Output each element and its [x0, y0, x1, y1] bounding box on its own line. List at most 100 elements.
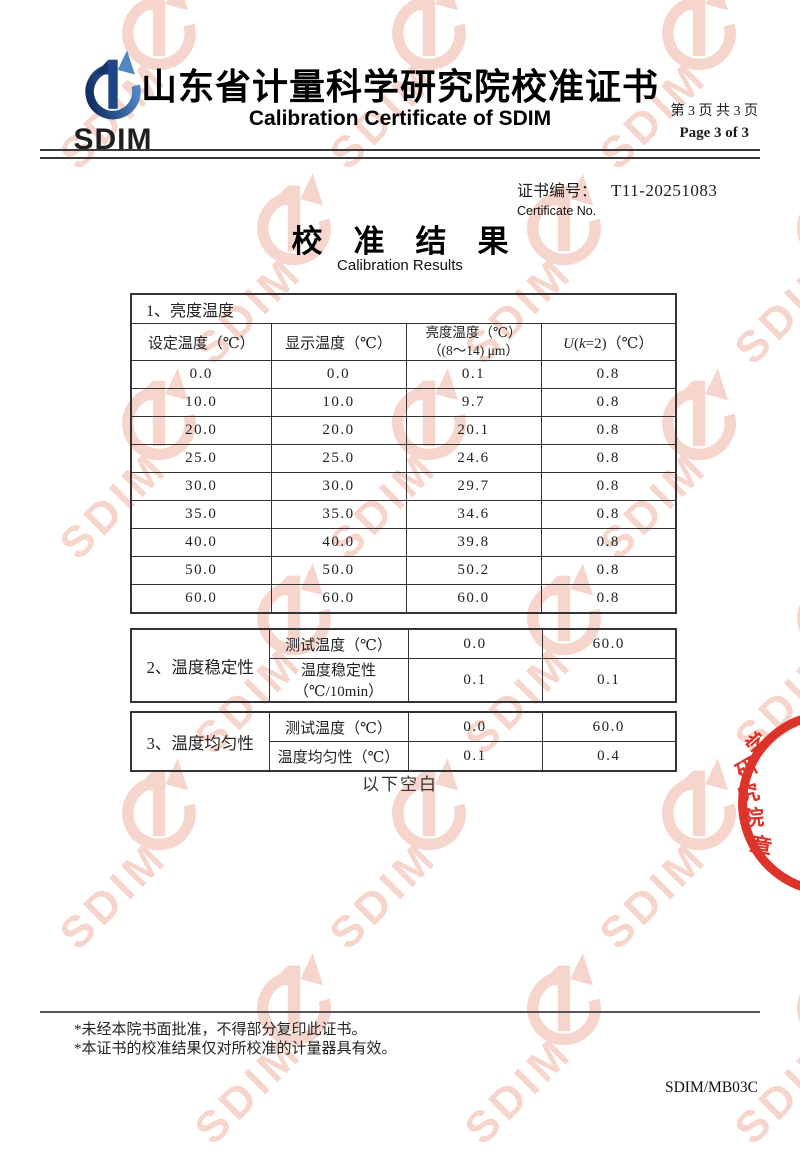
page-info-cn: 第 3 页 共 3 页 — [670, 104, 759, 119]
table-row: 2、温度稳定性 测试温度（℃） 0.0 60.0 — [130, 628, 677, 703]
table2-value: 60.0 — [541, 628, 677, 659]
table3-label: 3、温度均匀性 — [130, 711, 270, 772]
footnote-1: *未经本院书面批准，不得部分复印此证书。 — [74, 1022, 367, 1038]
table-cell: 40.0 — [270, 528, 407, 557]
table-cell: 50.2 — [405, 556, 542, 585]
certificate-number-value: T11-20251083 — [611, 181, 718, 200]
footnotes: *未经本院书面批准，不得部分复印此证书。 *本证书的校准结果仅对所校准的计量器具… — [74, 1021, 397, 1059]
uncertainty-u: U — [563, 335, 574, 352]
header-divider — [40, 149, 760, 159]
table-cell: 0.1 — [405, 360, 542, 389]
certificate-number-label-en: Certificate No. — [517, 204, 597, 218]
table-cell: 0.8 — [540, 472, 677, 501]
table-cell: 20.0 — [270, 416, 407, 445]
table-row: 30.0 30.0 29.7 0.8 — [130, 472, 677, 501]
table2-param-2: 温度稳定性（℃/10min） — [268, 658, 409, 703]
table-cell: 0.0 — [270, 360, 407, 389]
table-cell: 50.0 — [130, 556, 272, 585]
table-cell: 35.0 — [270, 500, 407, 529]
table-cell: 50.0 — [270, 556, 407, 585]
table-row: 0.0 0.0 0.1 0.8 — [130, 360, 677, 389]
table-cell: 60.0 — [270, 584, 407, 614]
table-cell: 10.0 — [130, 388, 272, 417]
col-header-display-temp: 显示温度（℃） — [270, 323, 407, 361]
page-title-cn: 山东省计量科学研究院校准证书 — [140, 67, 659, 107]
table-row: 40.0 40.0 39.8 0.8 — [130, 528, 677, 557]
table-header-row: 设定温度（℃） 显示温度（℃） 亮度温度（℃） （(8～14) μm） U(k=… — [130, 323, 677, 361]
table-cell: 39.8 — [405, 528, 542, 557]
certificate-number-label-cn: 证书编号： — [517, 183, 598, 200]
col-header-set-temp: 设定温度（℃） — [130, 323, 272, 361]
table-cell: 34.6 — [405, 500, 542, 529]
page-info-en: Page 3 of 3 — [679, 125, 750, 141]
sdim-logo-icon — [85, 50, 141, 120]
uncertainty-rest: =2)（℃） — [585, 335, 654, 352]
temperature-stability-table: 2、温度稳定性 测试温度（℃） 0.0 60.0 温度稳定性（℃/10min） … — [130, 628, 677, 703]
table-cell: 0.8 — [540, 500, 677, 529]
table3-value: 0.4 — [541, 741, 677, 772]
col-header-brightness-temp: 亮度温度（℃） （(8～14) μm） — [405, 323, 542, 361]
page-info: 第 3 页 共 3 页 Page 3 of 3 — [671, 101, 759, 145]
table-cell: 60.0 — [405, 584, 542, 614]
temperature-uniformity-table: 3、温度均匀性 测试温度（℃） 0.0 60.0 温度均匀性（℃） 0.1 0.… — [130, 711, 677, 772]
table-row: 10.0 10.0 9.7 0.8 — [130, 388, 677, 417]
table-cell: 0.8 — [540, 556, 677, 585]
uncertainty-k: k — [578, 335, 586, 352]
col-header-uncertainty: U(k=2)（℃） — [540, 323, 677, 361]
table-row: 温度稳定性（℃/10min） 0.1 0.1 — [131, 658, 677, 703]
table-row: 25.0 25.0 24.6 0.8 — [130, 444, 677, 473]
table-cell: 25.0 — [130, 444, 272, 473]
table-cell: 60.0 — [130, 584, 272, 614]
footnote-2: *本证书的校准结果仅对所校准的计量器具有效。 — [74, 1040, 397, 1057]
table-cell: 0.8 — [540, 388, 677, 417]
table-row: 60.0 60.0 60.0 0.8 — [130, 584, 677, 614]
table-cell: 35.0 — [130, 500, 272, 529]
table3-value: 0.1 — [407, 741, 543, 772]
table-cell: 30.0 — [270, 472, 407, 501]
col-header-brightness-line1: 亮度温度（℃） — [425, 325, 522, 341]
table-cell: 24.6 — [405, 444, 542, 473]
table-cell: 9.7 — [405, 388, 542, 417]
table-cell: 0.8 — [540, 444, 677, 473]
official-seal: 学 研 究 院 章 — [722, 698, 800, 898]
table3-param-2: 温度均匀性（℃） — [268, 741, 409, 772]
table-cell: 0.0 — [130, 360, 272, 389]
table2-value: 0.1 — [407, 658, 543, 703]
brightness-temperature-table: 1、亮度温度 设定温度（℃） 显示温度（℃） 亮度温度（℃） （(8～14) μ… — [130, 293, 678, 614]
table-row: 35.0 35.0 34.6 0.8 — [130, 500, 677, 529]
uncertainty-paren: ( — [573, 335, 579, 352]
results-title-cn: 校 准 结 果 — [291, 224, 509, 259]
table-cell: 40.0 — [130, 528, 272, 557]
table-cell: 25.0 — [270, 444, 407, 473]
table-cell: 29.7 — [405, 472, 542, 501]
table1-caption: 1、亮度温度 — [130, 293, 677, 324]
document-code: SDIM/MB03C — [664, 1079, 758, 1096]
table3-param-1: 测试温度（℃） — [268, 711, 409, 742]
blank-below-note: 以下空白 — [362, 775, 438, 794]
table2-label: 2、温度稳定性 — [130, 628, 270, 703]
table-cell: 20.0 — [130, 416, 272, 445]
table2-value: 0.0 — [407, 628, 543, 659]
table-cell: 20.1 — [405, 416, 542, 445]
page-title-en: Calibration Certificate of SDIM — [248, 107, 552, 130]
certificate-number-line: 证书编号： T11-20251083 — [517, 177, 717, 201]
table-caption-row: 1、亮度温度 — [130, 293, 677, 324]
table-row: 20.0 20.0 20.1 0.8 — [130, 416, 677, 445]
table2-param-1: 测试温度（℃） — [268, 628, 409, 659]
table-cell: 0.8 — [540, 416, 677, 445]
col-header-brightness-line2: （(8～14) μm） — [428, 343, 519, 358]
brightness-table-body: 0.0 0.0 0.1 0.8 10.0 10.0 9.7 0.8 20.0 20.0 20.1 0.… — [130, 360, 677, 614]
table-row: 50.0 50.0 50.2 0.8 — [130, 556, 677, 585]
table-cell: 0.8 — [540, 360, 677, 389]
table3-value: 60.0 — [541, 711, 677, 742]
table-cell: 0.8 — [540, 528, 677, 557]
table2-value: 0.1 — [541, 658, 677, 703]
table-cell: 0.8 — [540, 584, 677, 614]
table-cell: 10.0 — [270, 388, 407, 417]
table-row: 3、温度均匀性 测试温度（℃） 0.0 60.0 — [130, 711, 677, 772]
results-title-en: Calibration Results — [337, 257, 463, 274]
certificate-number-block: 证书编号： T11-20251083 Certificate No. — [517, 177, 717, 218]
table-cell: 30.0 — [130, 472, 272, 501]
